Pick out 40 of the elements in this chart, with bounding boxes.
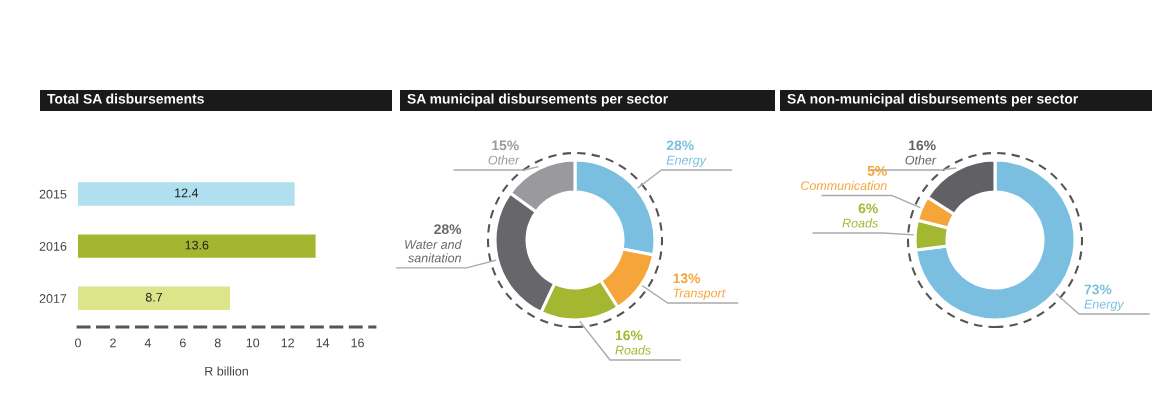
data-label: 16% (615, 330, 643, 341)
data-label: 13.6 (185, 240, 209, 250)
slice-label: Other (488, 155, 520, 165)
x-tick-label: 0 (75, 338, 81, 348)
slice-label: Roads (615, 345, 651, 355)
x-tick-label: 10 (246, 338, 260, 348)
data-label: 28% (434, 224, 462, 235)
chart-title: SA non-municipal disbursements per sector (787, 93, 1078, 107)
data-label: 8.7 (145, 292, 163, 302)
x-tick-label: 16 (351, 338, 364, 348)
y-tick-label: 2016 (39, 241, 67, 251)
data-label: 15% (492, 140, 519, 151)
data-label: 6% (858, 203, 878, 214)
slice-label: Energy (1084, 299, 1125, 312)
y-tick-label: 2017 (39, 294, 67, 303)
slice-label: Transport (673, 288, 726, 300)
bar (78, 234, 316, 258)
data-label: 16% (909, 140, 936, 151)
x-tick-label: 12 (281, 338, 294, 348)
chart-title: Total SA disbursements (47, 93, 204, 104)
slice-label: Roads (842, 218, 878, 228)
x-tick-label: 2 (110, 338, 116, 348)
slice-label: Communication (801, 180, 887, 191)
data-label: 28% (666, 140, 694, 151)
data-label: 13% (673, 273, 701, 284)
bar (78, 182, 295, 206)
x-axis-title: R billion (205, 366, 248, 376)
x-tick-label: 8 (214, 338, 221, 348)
data-label: 73% (1084, 284, 1112, 295)
slice-label: Water and sanitation (405, 239, 462, 263)
y-tick-label: 2015 (39, 189, 67, 199)
x-tick-label: 4 (144, 338, 151, 348)
bar (78, 286, 230, 311)
slice-label: Energy (666, 155, 707, 167)
data-label: 5% (867, 165, 887, 176)
data-label: 12.4 (175, 188, 199, 198)
x-tick-label: 14 (316, 338, 330, 348)
chart-title: SA municipal disbursements per sector (407, 93, 668, 107)
x-tick-label: 6 (179, 338, 186, 348)
slice-label: Other (905, 155, 937, 165)
